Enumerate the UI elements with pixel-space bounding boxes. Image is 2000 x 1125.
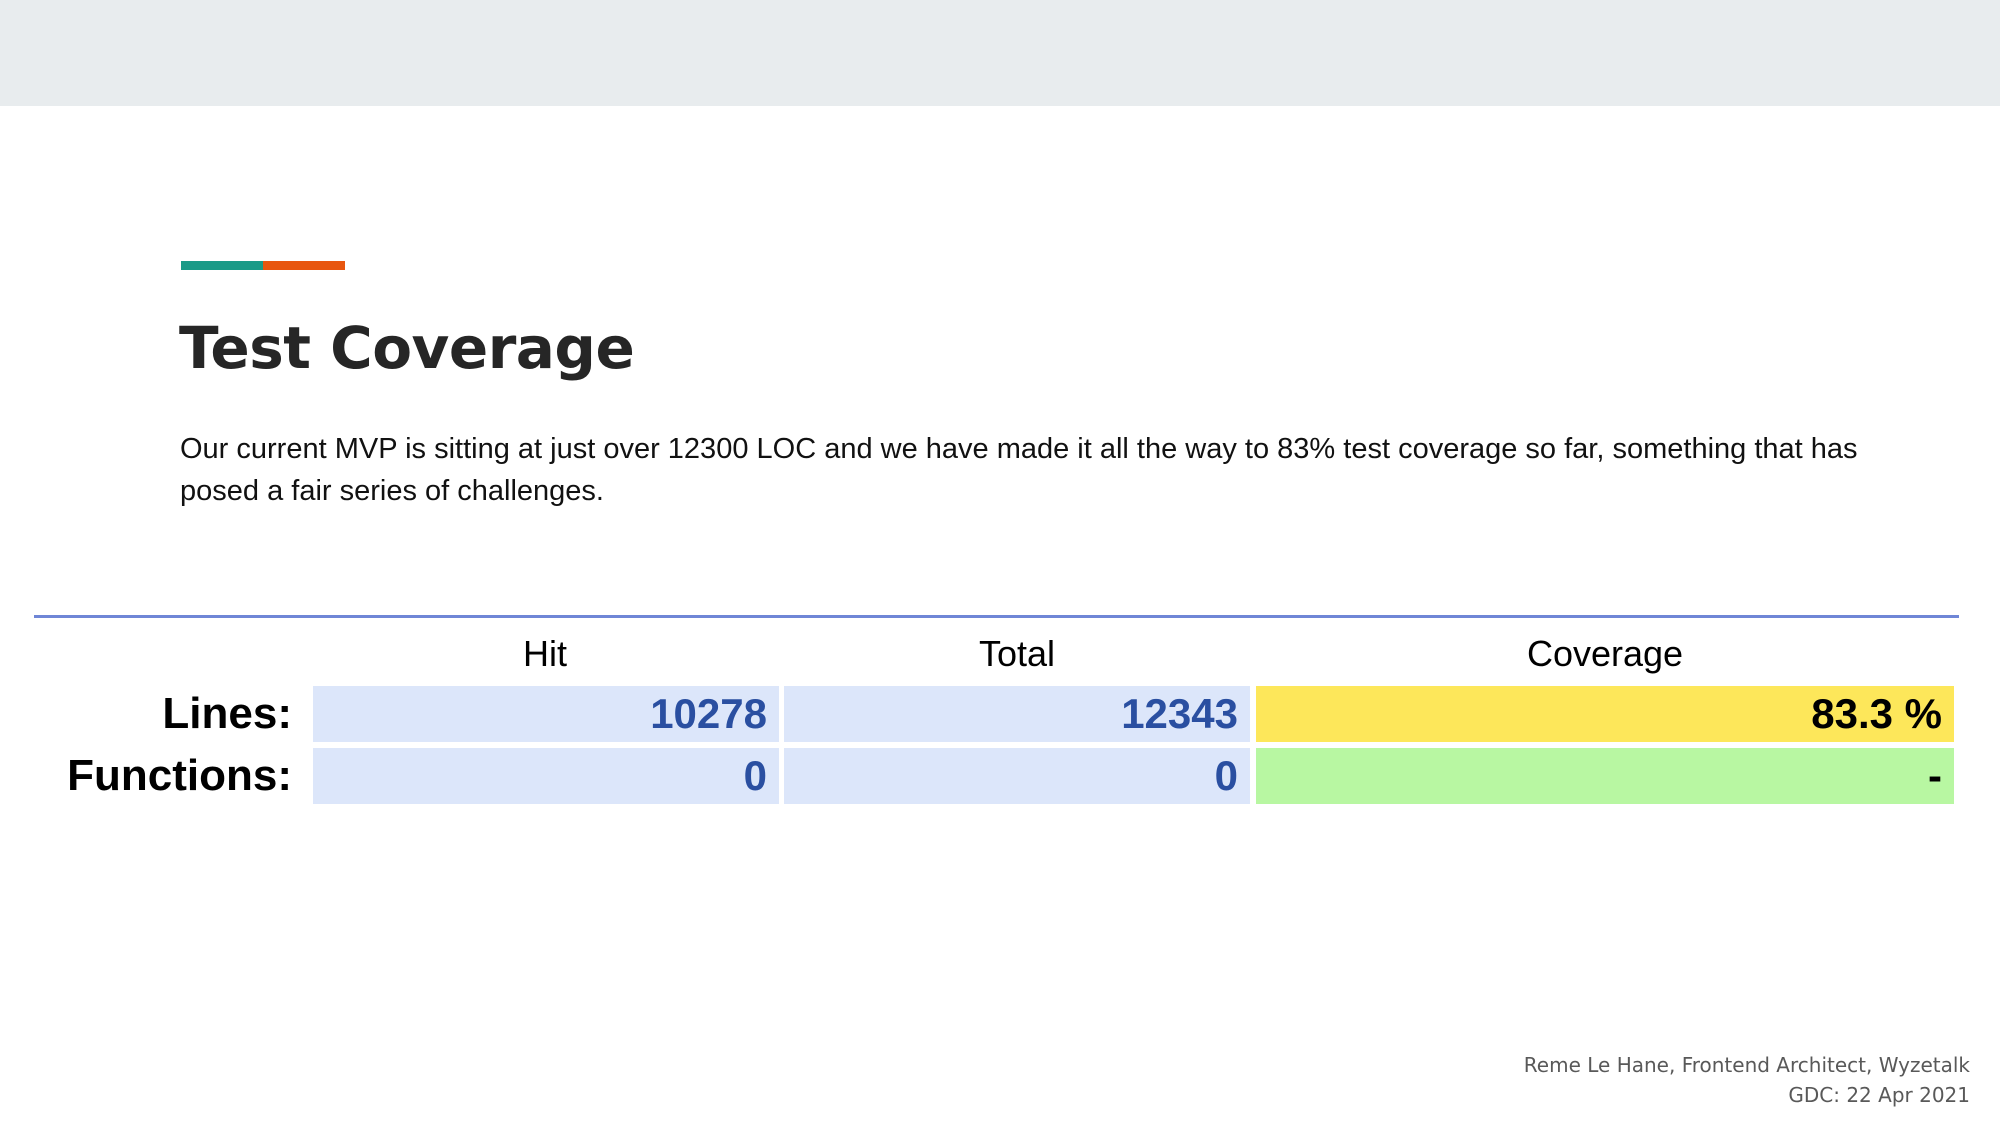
slide-footer: Reme Le Hane, Frontend Architect, Wyzeta… bbox=[1524, 1050, 1970, 1110]
coverage-table: Hit Total Coverage Lines: 10278 12343 83… bbox=[34, 615, 1959, 805]
lines-total-cell: 12343 bbox=[784, 686, 1250, 742]
row-label-functions: Functions: bbox=[67, 751, 292, 800]
table-top-rule bbox=[34, 615, 1959, 618]
column-header-total: Total bbox=[978, 633, 1056, 674]
slide-title: Test Coverage bbox=[179, 314, 635, 382]
footer-author: Reme Le Hane, Frontend Architect, Wyzeta… bbox=[1523, 1053, 1970, 1077]
lines-coverage-cell: 83.3 % bbox=[1256, 686, 1954, 742]
accent-orange-segment bbox=[263, 261, 345, 270]
header-band bbox=[0, 0, 2000, 106]
functions-hit-cell: 0 bbox=[313, 748, 779, 804]
column-header-hit: Hit bbox=[523, 633, 567, 674]
title-accent-bar bbox=[181, 261, 345, 270]
footer-event-date: GDC: 22 Apr 2021 bbox=[1788, 1083, 1970, 1107]
row-label-lines: Lines: bbox=[162, 689, 292, 738]
functions-coverage-cell: - bbox=[1256, 748, 1954, 804]
lines-hit-cell: 10278 bbox=[313, 686, 779, 742]
functions-total-cell: 0 bbox=[784, 748, 1250, 804]
slide-body-text: Our current MVP is sitting at just over … bbox=[180, 433, 1858, 507]
accent-teal-segment bbox=[181, 261, 263, 270]
column-header-coverage: Coverage bbox=[1526, 633, 1684, 674]
